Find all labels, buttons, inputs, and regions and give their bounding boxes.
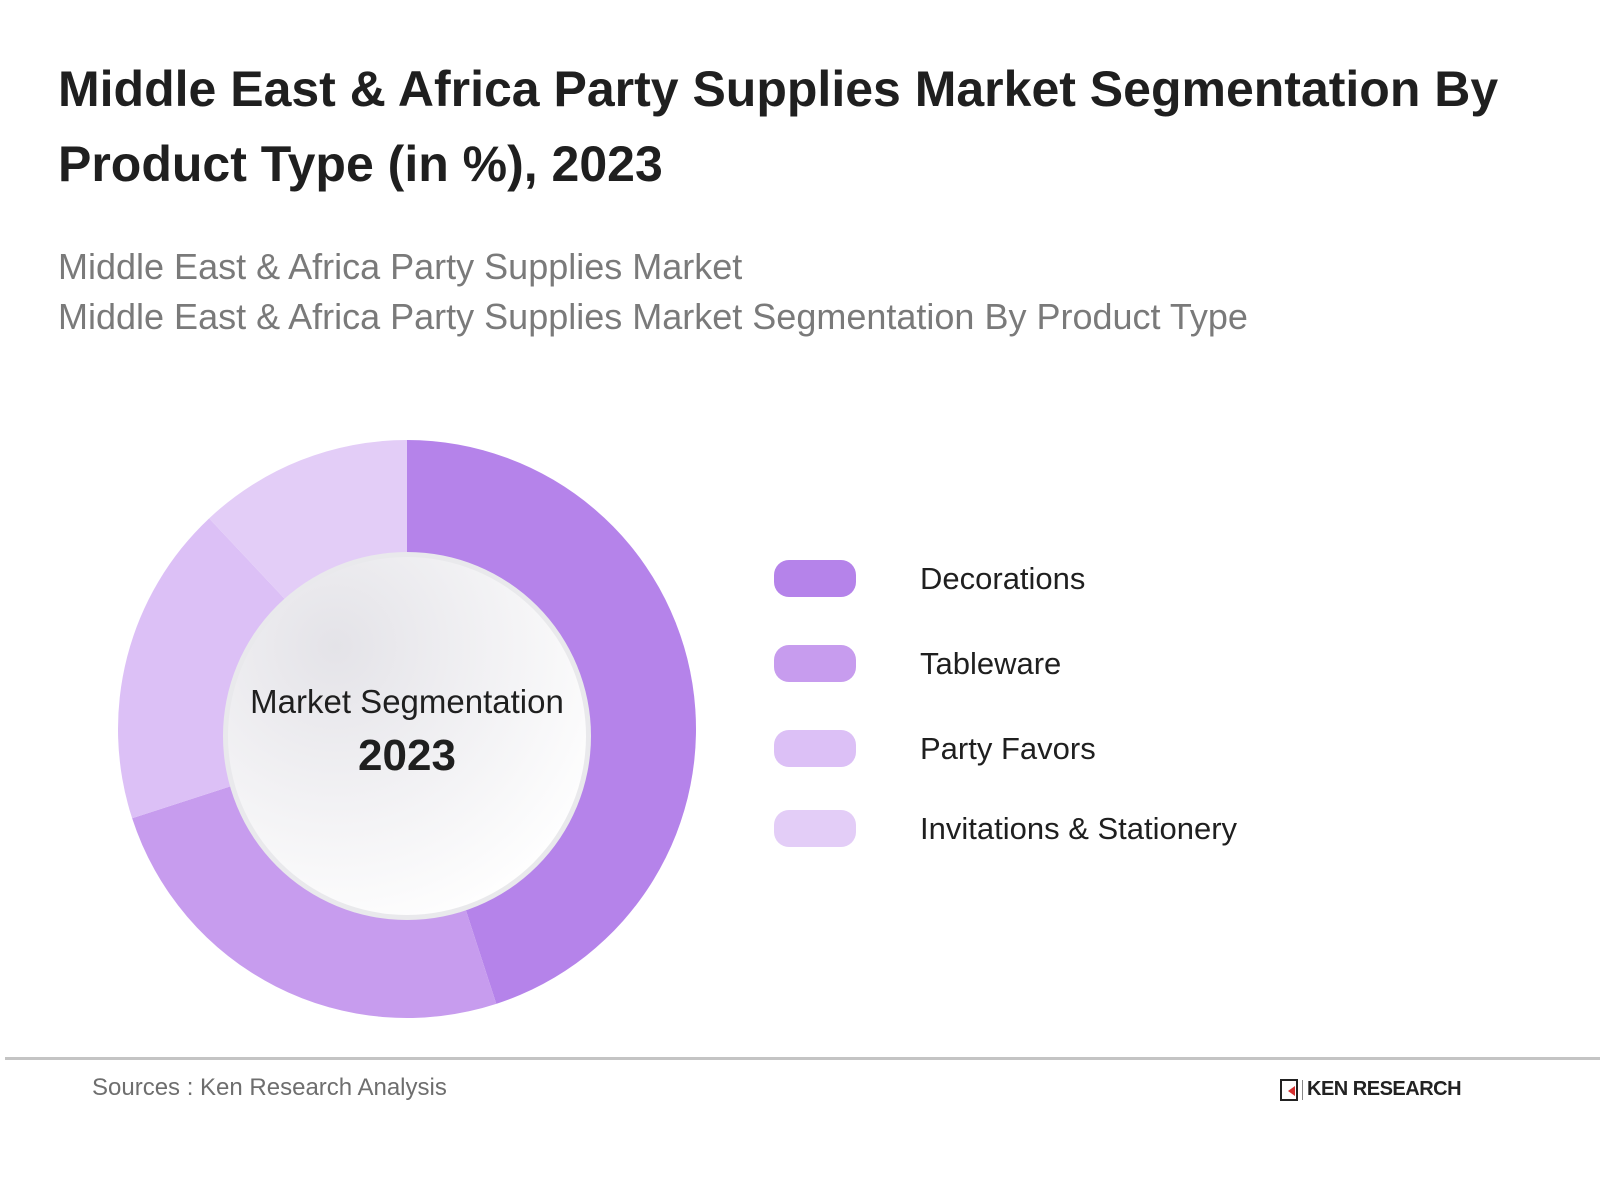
legend-item-decorations[interactable]: Decorations (774, 560, 1085, 597)
legend-item-party-favors[interactable]: Party Favors (774, 730, 1096, 767)
ken-research-logo: KEN RESEARCH (1280, 1078, 1462, 1101)
logo-separator (1302, 1079, 1303, 1100)
legend-label: Invitations & Stationery (920, 810, 1238, 846)
center-label: Market Segmentation 2023 (226, 556, 588, 918)
source-note: Sources : Ken Research Analysis (92, 1074, 447, 1101)
legend-item-tableware[interactable]: Tableware (774, 645, 1061, 682)
center-label-text: Market Segmentation (250, 683, 564, 720)
legend-label: Party Favors (920, 730, 1096, 766)
legend-swatch (774, 730, 856, 767)
center-year: 2023 (358, 731, 456, 780)
legend-swatch (774, 645, 856, 682)
chart-title: Middle East & Africa Party Supplies Mark… (58, 61, 1499, 192)
legend-label: Decorations (920, 560, 1086, 596)
subtitle-line-1: Middle East & Africa Party Supplies Mark… (58, 246, 743, 287)
donut-chart (118, 440, 696, 1018)
center-disc (228, 557, 586, 915)
legend-item-invitations-stationery[interactable]: Invitations & Stationery (774, 810, 1237, 847)
subtitle-line-2: Middle East & Africa Party Supplies Mark… (58, 296, 1248, 337)
footer-divider (5, 1057, 1600, 1060)
legend-swatch (774, 560, 856, 597)
chart-subtitle: Middle East & Africa Party Supplies Mark… (58, 242, 1248, 342)
legend-label: Tableware (920, 645, 1062, 681)
logo-text: KEN RESEARCH (1307, 1078, 1462, 1100)
ken-research-logo-icon (1280, 1078, 1298, 1101)
legend-swatch (774, 810, 856, 847)
